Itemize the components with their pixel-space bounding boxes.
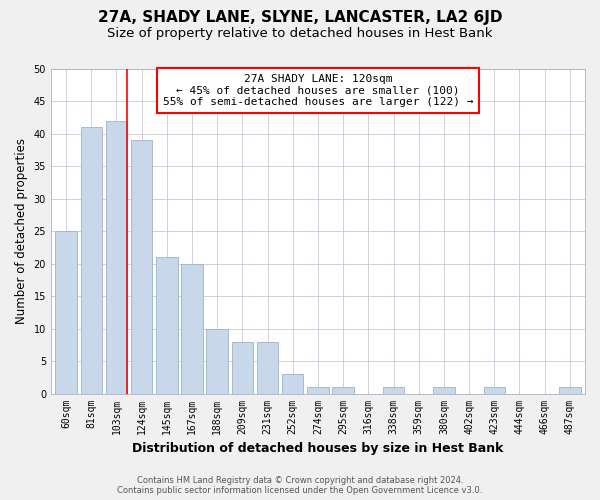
Y-axis label: Number of detached properties: Number of detached properties [15, 138, 28, 324]
Bar [206, 328, 228, 394]
Bar [181, 264, 203, 394]
Bar [131, 140, 152, 394]
Bar [106, 121, 127, 394]
X-axis label: Distribution of detached houses by size in Hest Bank: Distribution of detached houses by size … [132, 442, 503, 455]
Bar [282, 374, 304, 394]
Bar [80, 128, 102, 394]
Bar [559, 387, 581, 394]
Bar [55, 232, 77, 394]
Bar [156, 257, 178, 394]
Text: 27A, SHADY LANE, SLYNE, LANCASTER, LA2 6JD: 27A, SHADY LANE, SLYNE, LANCASTER, LA2 6… [98, 10, 502, 25]
Text: Size of property relative to detached houses in Hest Bank: Size of property relative to detached ho… [107, 28, 493, 40]
Text: Contains HM Land Registry data © Crown copyright and database right 2024.
Contai: Contains HM Land Registry data © Crown c… [118, 476, 482, 495]
Bar [484, 387, 505, 394]
Bar [232, 342, 253, 394]
Bar [383, 387, 404, 394]
Bar [307, 387, 329, 394]
Bar [332, 387, 354, 394]
Bar [257, 342, 278, 394]
Text: 27A SHADY LANE: 120sqm
← 45% of detached houses are smaller (100)
55% of semi-de: 27A SHADY LANE: 120sqm ← 45% of detached… [163, 74, 473, 107]
Bar [433, 387, 455, 394]
